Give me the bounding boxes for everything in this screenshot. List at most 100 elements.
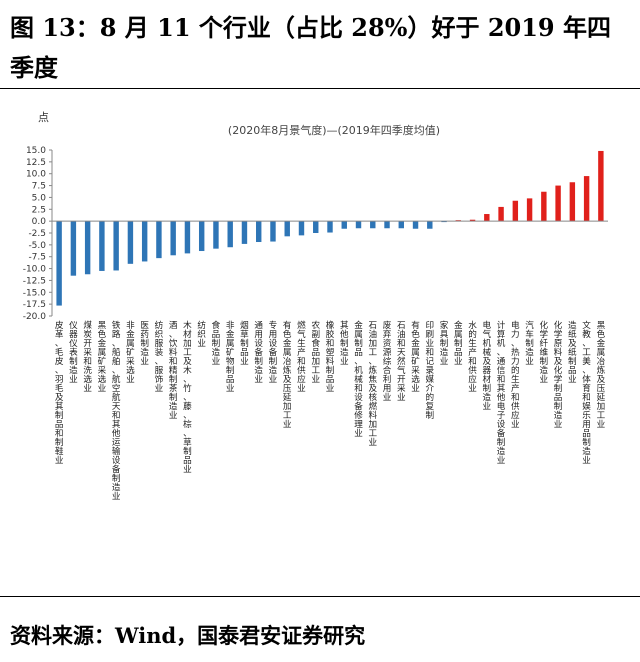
x-tick-label: 金属制品、机械和设备修理业 [354,319,363,439]
x-tick-label: 木材加工及木、竹、藤、棕、草制品业 [183,319,192,475]
x-tick-label: 电力、热力的生产和供应业 [511,319,520,430]
x-tick-label: 橡胶和塑料制品业 [326,319,335,394]
chart-title: (2020年8月景气度)—(2019年四季度均值) [228,123,440,137]
x-tick-label: 汽车制造业 [525,319,534,367]
x-tick-label: 石油和天然气开采业 [397,321,406,403]
bar [156,221,162,259]
bar [313,221,319,233]
figure-title: 图 13：8 月 11 个行业（占比 28%）好于 2019 年四季度 [10,13,611,82]
bar [484,214,490,222]
bar [256,221,262,243]
x-tick-label: 通用设备制造业 [254,320,263,385]
bar [70,221,77,276]
bar [341,221,347,229]
bar [526,198,533,222]
x-tick-label: 造纸及纸制品业 [568,319,577,385]
bar [84,221,91,275]
x-tick-label: 电气机械及器材制造业 [483,319,492,412]
bar [555,185,561,222]
top-divider [0,88,640,89]
x-tick-label: 计算机、通信和其他电子设备制造业 [497,319,506,466]
y-tick-label: 2.5 [32,205,46,215]
y-tick-label: 12.5 [26,158,46,168]
bar [498,206,504,222]
x-tick-label: 烟草制品业 [240,320,249,367]
bar [184,221,191,254]
y-tick-label: -17.5 [23,300,46,310]
x-tick-label: 化学原料及化学制品制造业 [554,319,563,430]
x-tick-label: 金属制品业 [454,319,463,367]
y-axis: 15.0 12.5 10.0 7.55.0 2.5 0.0 -2.5 -5.0 -7.5 -10.… [23,146,53,322]
bar [427,221,433,229]
source-note: 资料来源：Wind，国泰君安证券研究 [10,623,366,648]
bar [270,221,276,242]
bar [298,221,305,236]
bars [52,150,608,306]
bar [198,221,205,252]
x-tick-label: 文教、工美、体育和娱乐用品制造业 [582,319,591,466]
x-tick-label: 水的生产和供应业 [468,319,477,394]
x-tick-label: 非金属矿采选业 [126,319,135,385]
bar [141,221,148,262]
x-tick-label: 石油加工、炼焦及核燃料加工业 [368,321,377,448]
x-tick-label: 非金属矿物制品业 [226,319,235,394]
bar [227,221,233,248]
y-axis-unit: 点 [38,111,49,124]
bar [127,221,134,264]
bar [412,221,419,229]
x-tick-label: 仪器仪表制造业 [69,321,78,385]
bar-chart: (2020年8月景气度)—(2019年四季度均值) 点 15.0 12.5 10.0… [23,111,608,502]
bar [284,221,290,237]
x-tick-label: 食品制造业 [212,319,221,367]
x-tick-label: 燃气生产和供应业 [297,319,306,394]
bar [569,182,576,222]
bar [469,219,476,222]
y-tick-label: 0.0 [32,217,47,227]
x-tick-label: 家具制造业 [440,319,449,367]
x-tick-label: 黑色金属矿采选业 [98,320,107,394]
x-tick-label: 煤炭开采和洗选业 [83,319,92,394]
x-tick-label: 铁路、船舶、航空航天和其他运输设备制造业 [112,319,121,502]
x-tick-label: 皮革、毛皮、羽毛及其制品和制鞋业 [55,319,64,466]
y-tick-label: -5.0 [28,241,46,251]
x-tick-label: 医药制造业 [140,320,149,367]
y-tick-label: -10.0 [23,265,47,275]
x-tick-label: 酒、饮料和精制茶制造业 [169,320,178,421]
x-tick-label: 其他制造业 [340,320,349,367]
y-tick-label: 5.0 [32,193,47,203]
x-tick-label: 农副食品加工业 [311,319,320,385]
bar [384,221,390,229]
y-tick-label: -7.5 [28,253,46,263]
y-tick-label: -15.0 [23,288,47,298]
x-tick-label: 废弃资源综合利用业 [383,319,392,403]
bar [99,221,105,271]
y-tick-label: -2.5 [28,229,46,239]
x-tick-labels: 皮革、毛皮、羽毛及其制品和制鞋业仪器仪表制造业煤炭开采和洗选业黑色金属矿采选业铁… [55,319,606,502]
x-tick-label: 黑色金属冶炼及压延加工业 [597,320,606,430]
bar [541,191,547,222]
bar [583,176,590,222]
x-tick-label: 有色金属冶炼及压延加工业 [283,319,292,430]
x-tick-label: 纺织业 [197,319,206,349]
x-tick-label: 纺织服装、服饰业 [155,319,164,394]
y-tick-label: 15.0 [26,146,46,156]
bar [241,221,248,244]
x-tick-label: 有色金属矿采选业 [411,319,420,394]
x-tick-label: 专用设备制造业 [269,319,278,385]
y-tick-label: 10.0 [26,170,46,180]
bar [598,150,604,222]
y-tick-label: 7.5 [32,182,46,192]
bar [512,200,519,222]
bar [355,221,362,229]
bottom-divider [0,596,640,597]
bar [398,221,404,229]
y-tick-label: -12.5 [23,276,46,286]
bar [327,221,333,233]
y-tick-label: -20.0 [23,312,47,322]
x-tick-label: 化学纤维制造业 [540,319,549,385]
bar [56,221,62,306]
bar [370,221,376,229]
bar [170,221,176,256]
bar [213,221,219,249]
x-tick-label: 印刷业和记录媒介的复制 [425,319,434,421]
